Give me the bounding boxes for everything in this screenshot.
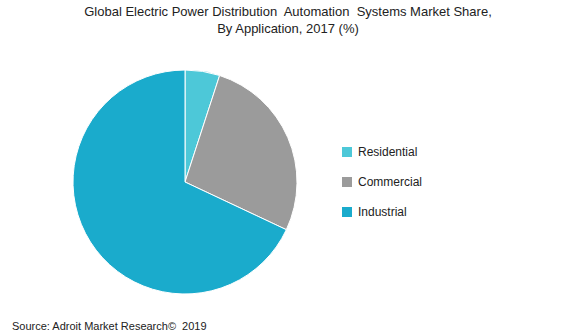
title-line: By Application, 2017 (%): [217, 21, 359, 36]
chart: Global Electric Power Distribution Autom…: [0, 0, 576, 336]
annotation: Source: Adroit Market Research© 2019: [12, 320, 207, 332]
legend-label: Industrial: [358, 205, 407, 219]
legend-swatch: [342, 177, 352, 187]
title: Global Electric Power Distribution Autom…: [84, 4, 492, 36]
legend: Residential Commercial Industrial: [342, 145, 422, 219]
legend-label: Residential: [358, 145, 417, 159]
legend-swatch: [342, 207, 352, 217]
legend-swatch: [342, 147, 352, 157]
title-line: Global Electric Power Distribution Autom…: [84, 4, 492, 19]
pie-slice: [73, 70, 286, 294]
legend-label: Commercial: [358, 175, 422, 189]
pie: [73, 70, 297, 294]
